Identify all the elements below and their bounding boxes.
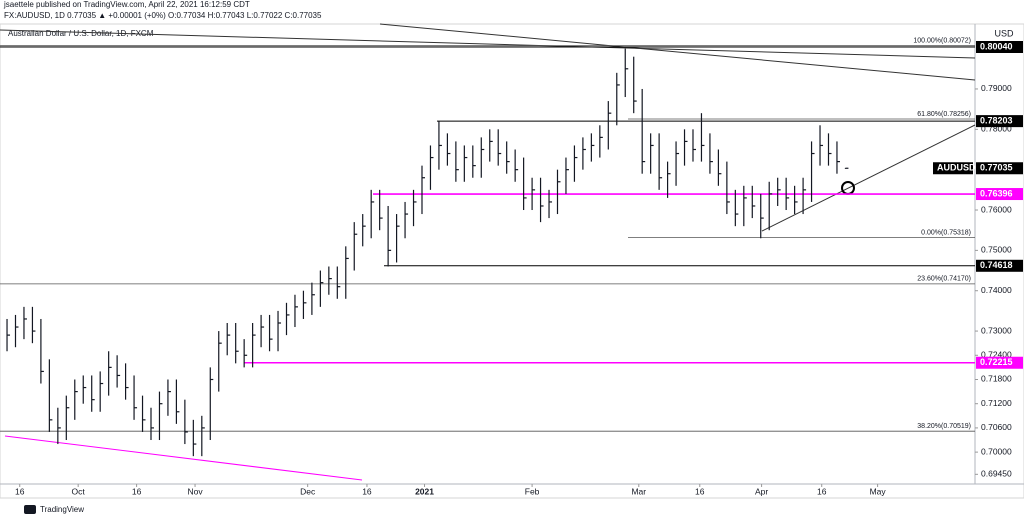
y-tick-label: 0.70600: [981, 422, 1012, 432]
trendline: [0, 29, 976, 59]
level-label: 0.76396: [980, 188, 1013, 198]
fib-label: 0.00%(0.75318): [921, 229, 971, 236]
brand-icon: [24, 505, 36, 514]
fib-label: 61.80%(0.78256): [917, 111, 971, 118]
level-tag: [976, 41, 1023, 53]
x-tick-label: Oct: [72, 486, 86, 496]
y-tick-label: 0.70000: [981, 446, 1012, 456]
level-tag: [976, 188, 1023, 201]
level-label: 0.78203: [980, 115, 1013, 125]
level-label: 0.72215: [980, 357, 1013, 367]
y-tick-label: 0.73000: [981, 325, 1012, 335]
y-tick-label: 0.69450: [981, 469, 1012, 479]
y-tick-label: 0.76000: [981, 204, 1012, 214]
x-tick-label: Dec: [300, 486, 316, 496]
y-tick-label: 0.78000: [981, 124, 1012, 134]
level-tag: [976, 115, 1023, 128]
y-tick-label: 0.79000: [981, 83, 1012, 93]
symbol-info: FX:AUDUSD, 1D 0.77035 ▲ +0.00001 (+0%) O…: [4, 11, 322, 20]
trendline: [4, 435, 363, 481]
fib-label: 23.60%(0.74170): [917, 276, 971, 283]
x-tick-label: 16: [362, 486, 372, 496]
x-tick-label: 16: [817, 486, 827, 496]
x-tick-label: Nov: [187, 486, 203, 496]
chart-frame: [0, 23, 1024, 499]
symbol-tag: [933, 162, 973, 175]
last-price-label: 0.77035: [980, 163, 1013, 173]
level-tag: [976, 356, 1023, 369]
y-tick-label: 0.71800: [981, 374, 1012, 384]
currency: USD: [994, 28, 1014, 38]
x-tick-label: Feb: [525, 486, 540, 496]
x-tick-label: Apr: [755, 486, 768, 496]
symbol-label: AUDUSD: [937, 163, 976, 173]
chart-title: Australian Dollar / U.S. Dollar, 1D, FXC…: [8, 29, 154, 38]
fib-label: 38.20%(0.70519): [917, 423, 971, 430]
x-tick-label: 2021: [415, 486, 434, 496]
footer-brand: TradingView: [40, 505, 84, 514]
level-tag: [976, 259, 1023, 272]
x-tick-label: 16: [132, 486, 142, 496]
x-tick-label: 16: [695, 486, 705, 496]
x-tick-label: May: [870, 486, 887, 496]
last-price-tag: [976, 162, 1023, 175]
y-tick-label: 0.74000: [981, 285, 1012, 295]
publish-info: jsaettele published on TradingView.com, …: [3, 0, 250, 9]
trendline: [379, 23, 976, 81]
level-label: 0.74618: [980, 260, 1013, 270]
level-label: 0.80040: [980, 41, 1013, 51]
y-tick-label: 0.71200: [981, 398, 1012, 408]
x-tick-label: Mar: [631, 486, 646, 496]
y-tick-label: 0.72400: [981, 350, 1012, 360]
fib-label: 100.00%(0.80072): [913, 38, 971, 45]
y-tick-label: 0.75000: [981, 245, 1012, 255]
trendline: [761, 124, 976, 232]
x-tick-label: 16: [15, 486, 25, 496]
